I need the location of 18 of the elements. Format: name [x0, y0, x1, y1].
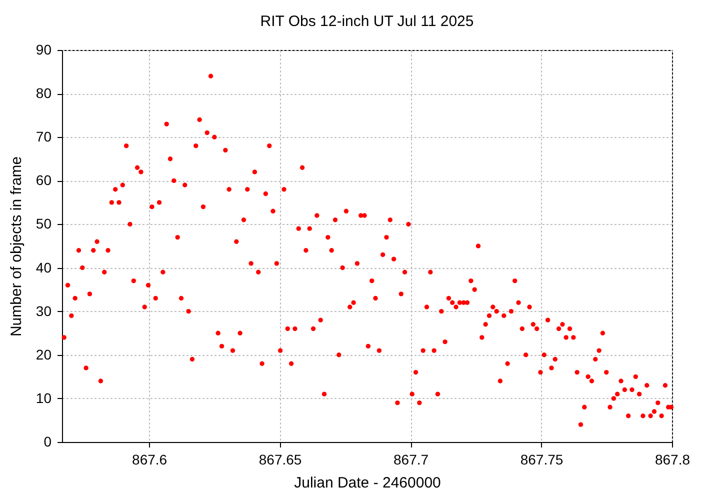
y-axis-title: Number of objects in frame	[8, 156, 25, 337]
x-tick-label: 867.8	[654, 452, 690, 468]
chart-title: RIT Obs 12-inch UT Jul 11 2025	[260, 13, 474, 30]
y-tick-label: 30	[36, 302, 52, 319]
y-tick-label: 20	[36, 346, 52, 362]
y-tick-label: 10	[36, 390, 52, 406]
y-tick-label: 70	[36, 128, 52, 145]
y-tick-label: 80	[36, 85, 52, 102]
y-tick-label: 60	[36, 172, 52, 188]
y-tick-label: 90	[36, 42, 52, 58]
x-tick-label: 867.7	[394, 452, 429, 468]
x-tick-label: 867.75	[520, 452, 564, 468]
x-tick-label: 867.6	[132, 452, 168, 468]
x-tick-label: 867.65	[258, 452, 302, 468]
y-tick-label: 50	[36, 216, 52, 232]
y-tick-label: 0	[44, 434, 52, 450]
x-axis-title: Julian Date - 2460000	[294, 474, 441, 492]
y-tick-label: 40	[36, 259, 52, 276]
